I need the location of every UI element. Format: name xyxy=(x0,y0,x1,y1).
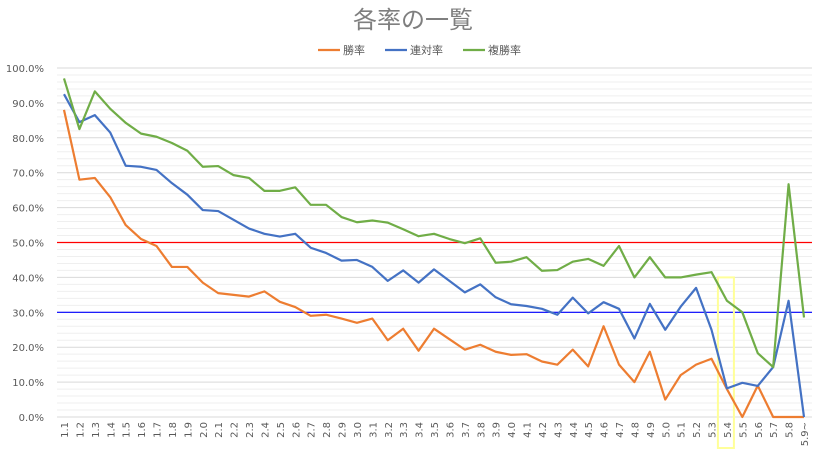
x-tick-label: 4.8 xyxy=(630,422,641,438)
y-tick-label: 30.0% xyxy=(12,308,44,319)
y-tick-label: 60.0% xyxy=(12,204,44,215)
y-tick-label: 80.0% xyxy=(12,134,44,145)
x-tick-label: 3.1 xyxy=(368,422,379,438)
highlight-box xyxy=(716,276,735,449)
series-line-0 xyxy=(62,109,804,419)
x-tick-label: 5.6 xyxy=(754,422,765,438)
x-tick-label: 2.6 xyxy=(291,422,302,438)
x-tick-label: 3.7 xyxy=(461,422,472,438)
y-tick-label: 50.0% xyxy=(12,239,44,250)
x-tick-label: 3.0 xyxy=(353,422,364,438)
y-tick-label: 70.0% xyxy=(12,169,44,180)
y-tick-label: 90.0% xyxy=(12,99,44,110)
x-tick-label: 4.3 xyxy=(553,422,564,438)
x-tick-label: 5.5 xyxy=(738,422,749,438)
x-tick-label: 4.1 xyxy=(523,422,534,438)
x-tick-label: 2.2 xyxy=(230,422,241,438)
x-tick-label: 4.0 xyxy=(507,422,518,438)
x-tick-label: 1.3 xyxy=(91,422,102,438)
x-tick-label: 1.8 xyxy=(168,422,179,438)
y-tick-label: 10.0% xyxy=(12,378,44,389)
x-tick-label: 1.1 xyxy=(60,422,71,438)
x-tick-label: 1.5 xyxy=(122,422,133,438)
x-tick-label: 2.3 xyxy=(245,422,256,438)
x-tick-label: 1.4 xyxy=(106,422,117,438)
x-tick-label: 2.4 xyxy=(260,422,271,438)
reference-lines xyxy=(57,241,812,313)
x-tick-label: 1.7 xyxy=(153,422,164,438)
x-tick-label: 3.3 xyxy=(399,422,410,438)
x-tick-label: 3.9 xyxy=(492,422,503,438)
x-tick-label: 1.6 xyxy=(137,422,148,438)
legend-label-2: 複勝率 xyxy=(488,43,521,57)
x-tick-label: 5.7 xyxy=(769,422,780,438)
y-tick-label: 40.0% xyxy=(12,273,44,284)
legend-label-0: 勝率 xyxy=(343,43,365,57)
x-tick-label: 5.4 xyxy=(723,422,734,438)
x-tick-label: 4.4 xyxy=(569,422,580,438)
x-tick-label: 3.4 xyxy=(415,422,426,438)
x-tick-label: 4.5 xyxy=(584,422,595,438)
y-tick-label: 20.0% xyxy=(12,343,44,354)
x-tick-label: 4.2 xyxy=(538,422,549,438)
x-tick-label: 5.0 xyxy=(661,422,672,438)
x-tick-label: 2.1 xyxy=(214,422,225,438)
y-tick-label: 100.0% xyxy=(6,64,44,75)
x-tick-label: 5.8 xyxy=(785,422,796,438)
x-tick-label: 2.8 xyxy=(322,422,333,438)
x-tick-label: 5.9~ xyxy=(800,422,811,446)
legend: 勝率 連対率 複勝率 xyxy=(318,43,521,57)
x-tick-label: 4.9 xyxy=(646,422,657,438)
y-axis-ticks: 0.0% 10.0% 20.0% 30.0% 40.0% 50.0% 60.0% 70.0% 8… xyxy=(6,64,44,424)
series-lines xyxy=(62,78,806,419)
x-tick-label: 2.7 xyxy=(307,422,318,438)
x-axis-ticks: 1.1 1.2 1.3 1.4 1.5 1.6 1.7 1.8 1.9 2.0 2.1 2.2 2.3 2… xyxy=(60,422,811,446)
x-tick-label: 5.1 xyxy=(677,422,688,438)
x-tick-label: 1.9 xyxy=(183,422,194,438)
x-tick-label: 1.2 xyxy=(75,422,86,438)
x-tick-label: 2.5 xyxy=(276,422,287,438)
x-tick-label: 3.6 xyxy=(445,422,456,438)
x-tick-label: 5.3 xyxy=(708,422,719,438)
x-tick-label: 2.9 xyxy=(338,422,349,438)
legend-label-1: 連対率 xyxy=(410,43,443,57)
highlight xyxy=(716,276,735,449)
x-tick-label: 3.5 xyxy=(430,422,441,438)
series-line-1 xyxy=(63,93,806,418)
x-tick-label: 3.2 xyxy=(384,422,395,438)
series-line-2 xyxy=(62,78,806,369)
x-tick-label: 5.2 xyxy=(692,422,703,438)
x-tick-label: 4.6 xyxy=(600,422,611,438)
y-tick-label: 0.0% xyxy=(19,413,44,424)
chart-title: 各率の一覧 xyxy=(353,6,473,34)
x-tick-label: 3.8 xyxy=(476,422,487,438)
x-tick-label: 2.0 xyxy=(199,422,210,438)
x-tick-label: 4.7 xyxy=(615,422,626,438)
